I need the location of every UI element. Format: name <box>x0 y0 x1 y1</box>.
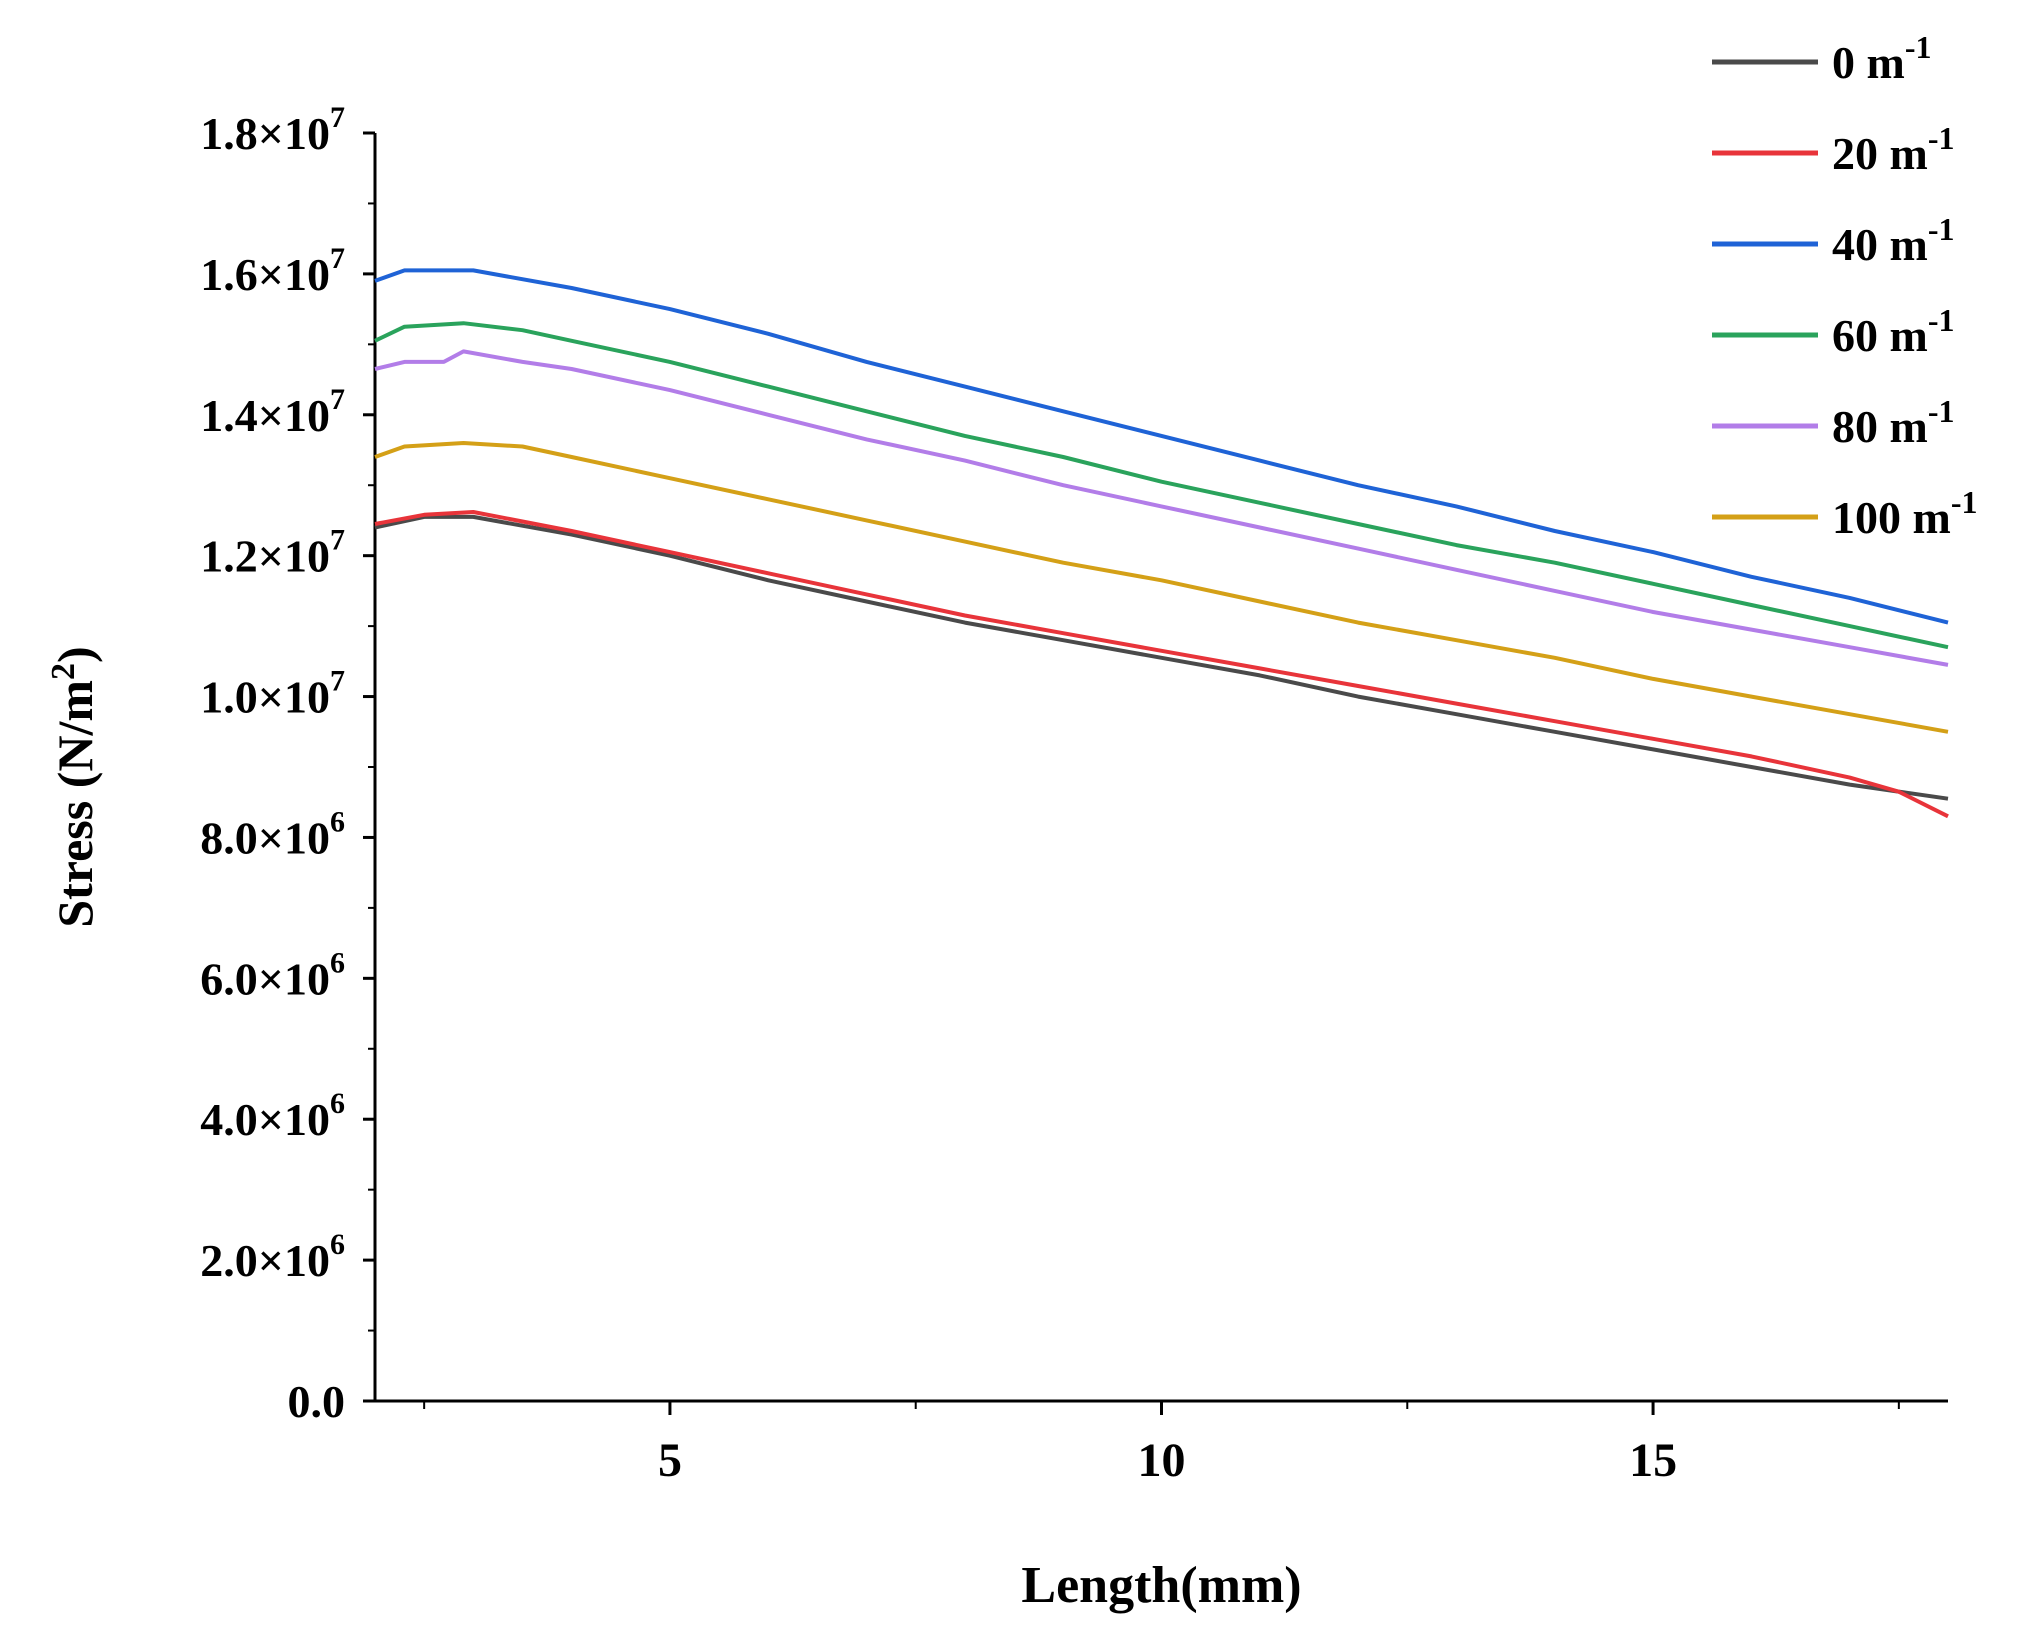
x-axis-title: Length(mm) <box>1021 1557 1301 1614</box>
y-tick-exponent: 6 <box>330 1228 345 1261</box>
y-tick-exponent: 7 <box>330 101 345 134</box>
y-tick-label: 2.0×106 <box>200 1228 345 1286</box>
legend-label-0: 0 m-1 <box>1832 29 1931 88</box>
x-tick-label: 5 <box>658 1434 682 1487</box>
y-tick-mantissa: 1.6×10 <box>200 249 330 300</box>
legend-label-sup: -1 <box>1905 29 1932 65</box>
y-tick-label: 1.0×107 <box>200 665 345 723</box>
series-line-3 <box>374 321 1949 650</box>
y-tick-mantissa: 1.0×10 <box>200 672 330 723</box>
series-line-0 <box>374 514 1949 801</box>
legend-label-name: 60 m <box>1832 310 1928 361</box>
legend-label-3: 60 m-1 <box>1832 302 1954 361</box>
series-line-2 <box>374 268 1949 625</box>
legend-label-4: 80 m-1 <box>1832 393 1954 452</box>
y-tick-exponent: 7 <box>330 242 345 275</box>
legend-label-1: 20 m-1 <box>1832 120 1954 179</box>
y-axis-title: Stress (N/m2) <box>45 646 104 927</box>
y-tick-mantissa: 6.0×10 <box>200 953 330 1004</box>
y-tick-mantissa: 0.0 <box>288 1376 346 1427</box>
x-tick-label: 15 <box>1629 1434 1677 1487</box>
y-tick-label: 0.0 <box>288 1376 346 1427</box>
legend-label-5: 100 m-1 <box>1832 484 1977 543</box>
series-line-5 <box>374 441 1949 734</box>
axes: 0.02.0×1064.0×1066.0×1068.0×1061.0×1071.… <box>200 101 1948 1487</box>
legend-label-name: 80 m <box>1832 401 1928 452</box>
y-tick-mantissa: 4.0×10 <box>200 1094 330 1145</box>
y-tick-mantissa: 8.0×10 <box>200 812 330 863</box>
y-tick-exponent: 6 <box>330 1087 345 1120</box>
legend-label-sup: -1 <box>1928 211 1955 247</box>
y-axis-title-sup: 2 <box>45 663 82 680</box>
legend-label-sup: -1 <box>1928 120 1955 156</box>
legend-label-sup: -1 <box>1928 393 1955 429</box>
legend-label-name: 40 m <box>1832 219 1928 270</box>
y-tick-mantissa: 1.4×10 <box>200 390 330 441</box>
y-tick-exponent: 6 <box>330 805 345 838</box>
y-axis-title-tail: ) <box>47 646 103 663</box>
y-tick-label: 1.6×107 <box>200 242 345 300</box>
y-tick-label: 6.0×106 <box>200 946 345 1004</box>
y-tick-exponent: 7 <box>330 383 345 416</box>
y-tick-mantissa: 1.8×10 <box>200 108 330 159</box>
x-tick-label: 10 <box>1138 1434 1186 1487</box>
series-line-4 <box>374 349 1949 667</box>
legend-label-name: 0 m <box>1832 37 1905 88</box>
y-tick-label: 4.0×106 <box>200 1087 345 1145</box>
legend-label-sup: -1 <box>1928 302 1955 338</box>
y-tick-label: 1.4×107 <box>200 383 345 441</box>
y-tick-exponent: 7 <box>330 524 345 557</box>
y-tick-label: 8.0×106 <box>200 805 345 863</box>
legend-label-name: 100 m <box>1832 492 1951 543</box>
y-axis-title-base: Stress (N/m <box>47 680 103 928</box>
legend-label-name: 20 m <box>1832 128 1928 179</box>
legend-label-sup: -1 <box>1951 484 1978 520</box>
y-tick-mantissa: 1.2×10 <box>200 531 330 582</box>
y-tick-label: 1.8×107 <box>200 101 345 159</box>
series-layer <box>374 268 1949 819</box>
y-tick-label: 1.2×107 <box>200 524 345 582</box>
legend-label-2: 40 m-1 <box>1832 211 1954 270</box>
y-tick-exponent: 6 <box>330 946 345 979</box>
series-line-1 <box>374 510 1949 819</box>
y-tick-mantissa: 2.0×10 <box>200 1235 330 1286</box>
y-tick-exponent: 7 <box>330 665 345 698</box>
